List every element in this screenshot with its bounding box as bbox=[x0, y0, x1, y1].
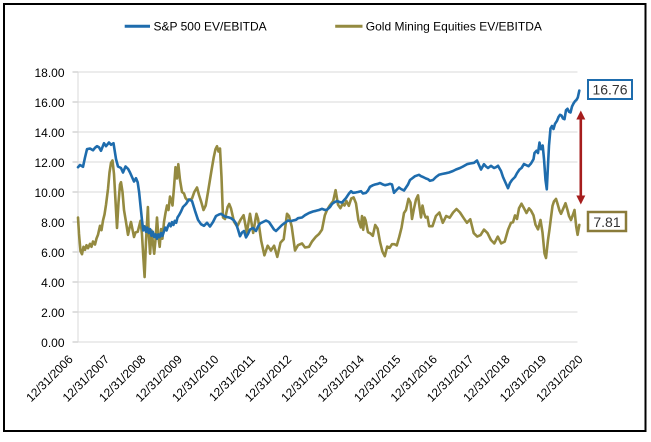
svg-text:18.00: 18.00 bbox=[34, 66, 64, 80]
svg-text:16.76: 16.76 bbox=[592, 82, 627, 98]
svg-text:Gold Mining Equities EV/EBITDA: Gold Mining Equities EV/EBITDA bbox=[366, 19, 542, 33]
svg-text:14.00: 14.00 bbox=[34, 126, 64, 140]
svg-text:8.00: 8.00 bbox=[41, 216, 65, 230]
svg-text:0.00: 0.00 bbox=[41, 336, 65, 350]
svg-text:16.00: 16.00 bbox=[34, 96, 64, 110]
svg-text:7.81: 7.81 bbox=[593, 214, 620, 230]
svg-text:6.00: 6.00 bbox=[41, 246, 65, 260]
svg-text:4.00: 4.00 bbox=[41, 276, 65, 290]
svg-text:2.00: 2.00 bbox=[41, 306, 65, 320]
svg-text:12.00: 12.00 bbox=[34, 156, 64, 170]
svg-text:S&P 500 EV/EBITDA: S&P 500 EV/EBITDA bbox=[154, 19, 267, 33]
svg-text:10.00: 10.00 bbox=[34, 186, 64, 200]
